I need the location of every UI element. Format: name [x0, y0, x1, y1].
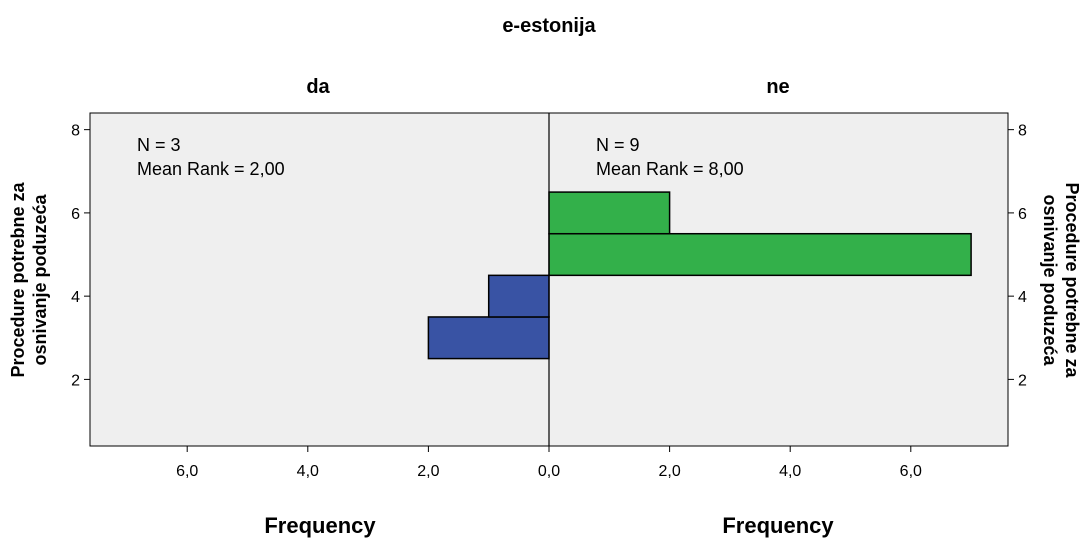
stat-n-da: N = 3	[137, 135, 181, 155]
y-tick-label-right-3: 8	[1018, 123, 1027, 140]
x-tick-label-da-3: 0,0	[538, 463, 560, 480]
y-tick-label-right-2: 6	[1018, 206, 1027, 223]
y-tick-label-left-3: 8	[71, 123, 80, 140]
stat-mean-rank-da: Mean Rank = 2,00	[137, 159, 285, 179]
x-axis-label-da: Frequency	[264, 513, 376, 538]
x-axis-label-ne: Frequency	[722, 513, 834, 538]
bar-ne-1	[548, 191, 671, 235]
bar-ne-0	[548, 232, 972, 277]
x-tick-label-ne-0: 2,0	[658, 463, 680, 480]
chart-title: e-estonija	[502, 15, 596, 37]
y-axis-label-right-line2: osnivanje poduzeća	[1040, 194, 1060, 366]
x-tick-label-da-2: 2,0	[417, 463, 439, 480]
x-tick-label-ne-2: 6,0	[900, 463, 922, 480]
y-axis-label-left-line2: osnivanje poduzeća	[30, 193, 50, 365]
y-tick-label-right-0: 2	[1018, 372, 1027, 389]
stat-n-ne: N = 9	[596, 135, 640, 155]
y-tick-label-right-1: 4	[1018, 289, 1027, 306]
x-tick-label-da-0: 6,0	[176, 463, 198, 480]
y-axis-label-right-line1: Procedure potrebne za	[1062, 182, 1082, 378]
x-tick-label-da-1: 4,0	[297, 463, 319, 480]
y-tick-label-left-1: 4	[71, 289, 80, 306]
bar-da-0	[427, 316, 550, 360]
panel-title-ne: ne	[766, 76, 789, 98]
bar-da-1	[487, 274, 550, 318]
stat-mean-rank-ne: Mean Rank = 8,00	[596, 159, 744, 179]
y-tick-label-left-2: 6	[71, 206, 80, 223]
x-tick-label-ne-1: 4,0	[779, 463, 801, 480]
y-axis-label-left-line1: Procedure potrebne za	[8, 181, 28, 377]
panel-title-da: da	[306, 76, 330, 98]
y-tick-label-left-0: 2	[71, 372, 80, 389]
